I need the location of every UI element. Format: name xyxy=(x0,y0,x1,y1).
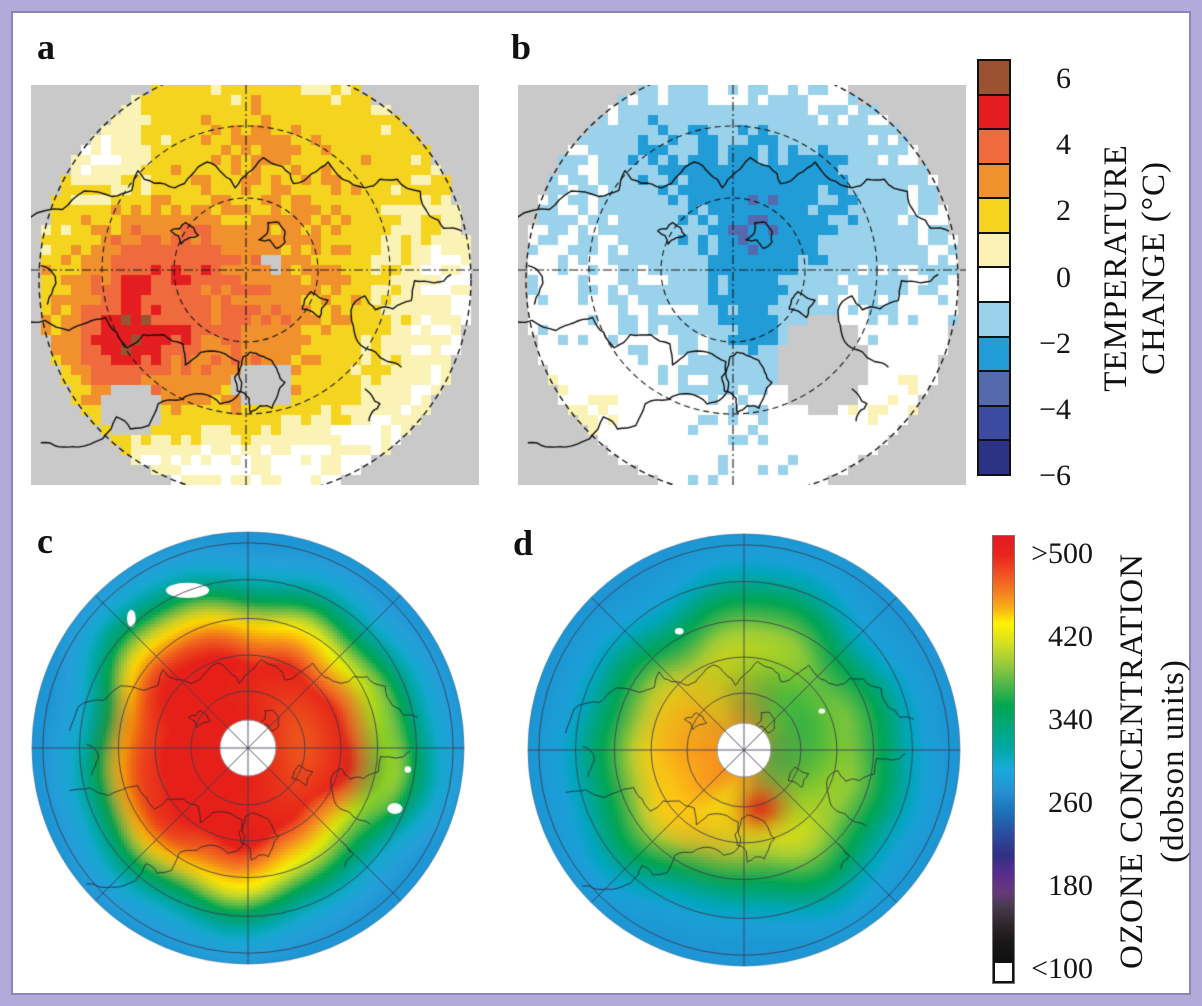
temp-tick-6: 6 xyxy=(1056,62,1071,95)
ozone-colorbar-gradient xyxy=(993,536,1014,961)
ozone-tick-3: 260 xyxy=(1048,786,1093,819)
temp-colorbar-segment-5 xyxy=(979,231,1009,267)
temp-colorbar-segment-11 xyxy=(979,439,1009,474)
temperature-colorbar-title: TEMPERATURE CHANGE (°C) xyxy=(1097,144,1173,392)
temp-tick-2: 2 xyxy=(1056,194,1071,228)
temp-colorbar-segment-4 xyxy=(979,197,1009,232)
temp-colorbar-segment-0 xyxy=(979,61,1009,94)
temp-colorbar-segment-6 xyxy=(979,266,1009,302)
temp-colorbar-segment-8 xyxy=(979,335,1009,371)
ozone-colorbar-title: OZONE CONCENTRATION (dobson units) xyxy=(1112,553,1191,969)
temperature-map-a xyxy=(31,85,479,485)
ozone-tick-5: <100 xyxy=(1031,952,1093,985)
panel-label-a: a xyxy=(37,27,55,67)
temperature-map-b xyxy=(518,85,966,485)
temp-colorbar-segment-7 xyxy=(979,301,1009,336)
ozone-tick-0: >500 xyxy=(1031,537,1093,570)
ozone-map-d xyxy=(527,533,961,967)
ozone-colorbar xyxy=(992,535,1015,984)
ozone-colorbar-below-min xyxy=(993,961,1014,983)
ozone-title-line2: (dobson units) xyxy=(1155,659,1191,863)
temp-colorbar-segment-9 xyxy=(979,370,1009,405)
temperature-title-line1: TEMPERATURE xyxy=(1098,144,1134,392)
temp-colorbar-segment-1 xyxy=(979,93,1009,129)
temp-colorbar-segment-10 xyxy=(979,404,1009,440)
panel-label-b: b xyxy=(511,27,532,67)
temp-tick-−4: −4 xyxy=(1039,393,1071,426)
temp-colorbar-segment-2 xyxy=(979,128,1009,163)
ozone-map-c xyxy=(31,531,465,965)
ozone-tick-4: 180 xyxy=(1048,869,1093,902)
temp-tick-0: 0 xyxy=(1056,260,1071,294)
temp-tick-−2: −2 xyxy=(1039,326,1071,360)
temp-tick-4: 4 xyxy=(1056,128,1071,162)
ozone-tick-2: 340 xyxy=(1048,703,1093,736)
temperature-title-line2: CHANGE (°C) xyxy=(1136,161,1172,375)
ozone-title-line1: OZONE CONCENTRATION xyxy=(1114,553,1150,969)
temp-colorbar-segment-3 xyxy=(979,162,1009,198)
temperature-colorbar xyxy=(977,59,1011,476)
ozone-tick-1: 420 xyxy=(1048,620,1093,653)
temp-tick-−6: −6 xyxy=(1039,459,1071,493)
